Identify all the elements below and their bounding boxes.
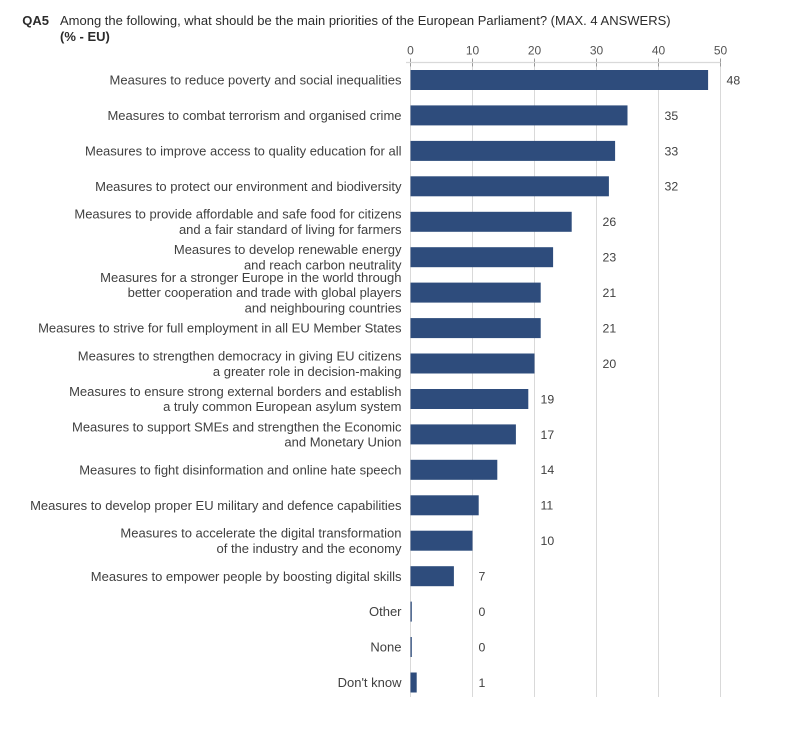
svg-text:7: 7 (479, 570, 486, 584)
svg-text:30: 30 (590, 44, 604, 58)
svg-text:35: 35 (665, 109, 679, 123)
svg-text:0: 0 (479, 605, 486, 619)
svg-text:and a fair standard of living: and a fair standard of living for farmer… (179, 222, 402, 237)
svg-text:and reach carbon neutrality: and reach carbon neutrality (244, 257, 402, 272)
svg-text:Measures to protect our enviro: Measures to protect our environment and … (95, 179, 402, 194)
svg-text:50: 50 (714, 44, 728, 58)
svg-text:20: 20 (528, 44, 542, 58)
svg-text:Measures to improve access to: Measures to improve access to quality ed… (85, 144, 402, 159)
svg-text:23: 23 (603, 251, 617, 265)
svg-text:19: 19 (541, 392, 555, 406)
svg-text:11: 11 (541, 499, 554, 513)
svg-text:1: 1 (479, 676, 486, 690)
svg-text:of the industry and the econom: of the industry and the economy (216, 541, 402, 556)
svg-text:20: 20 (603, 357, 617, 371)
svg-text:Measures to fight disinformati: Measures to fight disinformation and onl… (79, 462, 401, 477)
svg-text:40: 40 (652, 44, 666, 58)
svg-text:14: 14 (541, 463, 555, 477)
svg-text:Other: Other (369, 604, 402, 619)
svg-text:None: None (370, 640, 401, 655)
svg-text:Measures to ensure strong exte: Measures to ensure strong external borde… (69, 384, 401, 399)
svg-text:Measures to strengthen democra: Measures to strengthen democracy in givi… (78, 349, 402, 364)
svg-text:Measures to provide affordable: Measures to provide affordable and safe … (74, 207, 402, 222)
svg-text:Measures to combat terrorism a: Measures to combat terrorism and organis… (107, 108, 401, 123)
svg-text:a truly common European asylum: a truly common European asylum system (163, 399, 401, 414)
svg-text:Measures to develop renewable: Measures to develop renewable energy (174, 242, 402, 257)
svg-text:0: 0 (407, 44, 414, 58)
svg-text:33: 33 (665, 144, 679, 158)
svg-text:Measures to support SMEs and s: Measures to support SMEs and strengthen … (72, 419, 402, 434)
svg-text:Measures to reduce poverty and: Measures to reduce poverty and social in… (110, 73, 402, 88)
svg-text:10: 10 (466, 44, 480, 58)
svg-text:17: 17 (541, 428, 555, 442)
svg-text:21: 21 (603, 286, 617, 300)
svg-text:Measures to develop proper EU: Measures to develop proper EU military a… (30, 498, 402, 513)
svg-text:a greater role in decision-mak: a greater role in decision-making (213, 364, 402, 379)
svg-text:Measures for a stronger Europe: Measures for a stronger Europe in the wo… (100, 270, 401, 285)
svg-text:0: 0 (479, 640, 486, 654)
svg-text:Don't know: Don't know (338, 675, 403, 690)
svg-text:and Monetary Union: and Monetary Union (284, 435, 401, 450)
svg-text:Measures to strive for full em: Measures to strive for full employment i… (38, 321, 402, 336)
svg-text:48: 48 (727, 73, 741, 87)
svg-text:32: 32 (665, 180, 679, 194)
svg-text:10: 10 (541, 534, 555, 548)
svg-text:26: 26 (603, 215, 617, 229)
svg-text:Measures to accelerate the dig: Measures to accelerate the digital trans… (120, 526, 401, 541)
svg-text:21: 21 (603, 322, 617, 336)
svg-text:and neighbouring countries: and neighbouring countries (245, 301, 402, 316)
svg-text:better cooperation and trade w: better cooperation and trade with global… (128, 285, 402, 300)
svg-text:Measures to empower people by: Measures to empower people by boosting d… (91, 569, 402, 584)
